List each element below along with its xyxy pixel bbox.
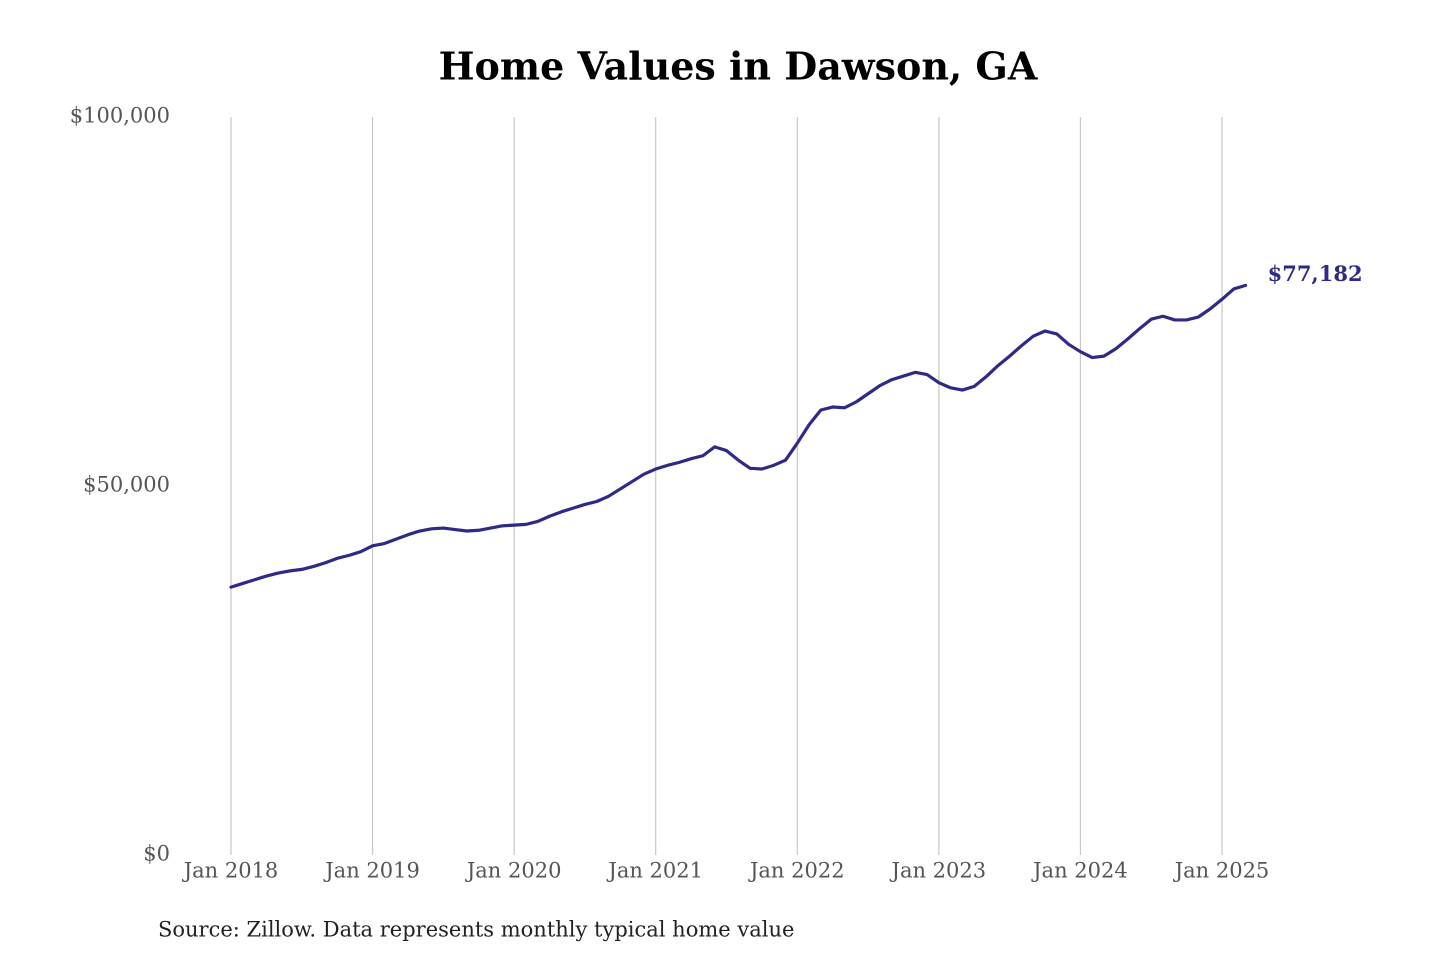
data-label: $77,182 xyxy=(1268,261,1363,286)
x-tick-label: Jan 2025 xyxy=(1173,859,1270,883)
chart-title: Home Values in Dawson, GA xyxy=(439,44,1038,89)
x-tick-label: Jan 2024 xyxy=(1031,859,1128,883)
y-tick-label: $50,000 xyxy=(83,473,170,497)
y-tick-label: $100,000 xyxy=(70,104,170,128)
y-tick-label: $0 xyxy=(143,842,170,866)
x-tick-label: Jan 2020 xyxy=(465,859,562,883)
x-tick-label: Jan 2023 xyxy=(890,859,987,883)
caption: Source: Zillow. Data represents monthly … xyxy=(158,918,794,942)
x-tick-label: Jan 2019 xyxy=(323,859,420,883)
x-tick-label: Jan 2021 xyxy=(606,859,703,883)
line xyxy=(229,283,1248,589)
x-tick-label: Jan 2018 xyxy=(182,859,279,883)
x-tick-label: Jan 2022 xyxy=(748,859,845,883)
